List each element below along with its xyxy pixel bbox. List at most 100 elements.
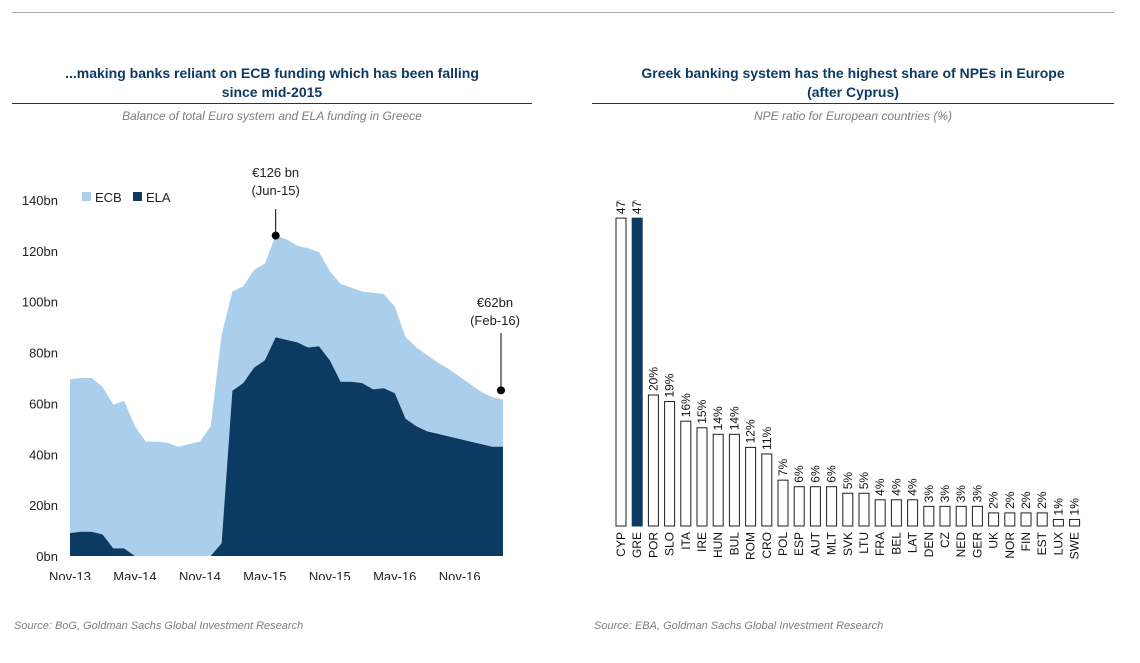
bar-est [1036,512,1048,527]
y-tick-label: 140bn [22,193,58,208]
legend-swatch-ela [133,192,142,201]
category-label: ESP [792,532,806,556]
bar-ita [680,420,692,527]
category-label: LUX [1051,532,1065,555]
bar-ire [696,427,708,527]
category-label: SWE [1068,532,1082,559]
bar-slo [664,401,676,527]
bar-uk [988,512,1000,527]
category-label: CZ [938,532,952,548]
bar-value-label: 2% [1019,491,1033,509]
bar-value-label: 4% [873,478,887,496]
legend-label-ecb: ECB [95,190,122,205]
bar-value-label: 6% [825,465,839,483]
category-label: POR [646,532,660,558]
bar-value-label: 3% [954,485,968,503]
bar-value-label: 1% [1068,498,1082,516]
left-chart-subtitle: Balance of total Euro system and ELA fun… [122,109,422,123]
left-title-line1: ...making banks reliant on ECB funding w… [65,65,479,81]
right-title-line2: (after Cyprus) [807,84,899,100]
category-label: GRE [630,532,644,558]
right-title-rule [592,103,1114,104]
right-title-line1: Greek banking system has the highest sha… [641,65,1065,81]
bar-nor [1004,512,1016,527]
x-tick-label: Nov-14 [179,569,221,580]
annotation-peak-marker [271,231,280,240]
bar-value-label: 19% [663,373,677,397]
bar-fra [874,499,886,527]
category-label: NED [954,532,968,558]
category-label: POL [776,532,790,556]
bar-value-label: 5% [841,472,855,490]
annotation-latest-date: (Feb-16) [470,313,520,328]
category-label: IRE [695,532,709,552]
category-label: FIN [1019,532,1033,551]
category-label: SVK [841,532,855,556]
legend-label-ela: ELA [146,190,171,205]
bar-chart: 47% CYP 47% GRE 20% POR 19% SLO 16% ITA 15% IRE 14% H… [614,200,1082,560]
annotation-peak-value: €126 bn [252,165,299,180]
bar-cro [761,453,773,527]
annotation-latest-marker [497,386,505,395]
top-divider [12,12,1114,13]
category-label: NOR [1003,532,1017,559]
bar-value-label: 3% [970,485,984,503]
x-tick-label: May-15 [243,569,286,580]
x-tick-label: May-14 [113,569,156,580]
ela-area [70,337,503,556]
right-source-note: Source: EBA, Goldman Sachs Global Invest… [594,620,884,632]
category-label: ROM [744,532,758,560]
left-title-rule [12,103,532,104]
category-label: DEN [922,532,936,557]
bar-lat [907,499,919,527]
category-label: GER [970,532,984,558]
bar-bul [728,433,740,527]
bar-value-label: 6% [792,465,806,483]
y-tick-label: 0bn [36,549,58,564]
bar-cz [939,505,951,527]
bar-bel [890,499,902,527]
left-source-note: Source: BoG, Goldman Sachs Global Invest… [14,620,304,632]
bar-value-label: 4% [889,478,903,496]
bar-value-label: 47% [614,200,628,214]
y-tick-label: 60bn [29,396,58,411]
bar-value-label: 3% [938,485,952,503]
y-tick-label: 80bn [29,346,58,361]
right-chart-title: Greek banking system has the highest sha… [592,64,1114,102]
left-title-line2: since mid-2015 [221,84,323,100]
bar-pol [777,479,789,527]
bar-cyp [615,217,627,527]
category-label: ITA [679,532,693,550]
bar-value-label: 12% [744,419,758,443]
category-label: BEL [889,532,903,555]
y-tick-label: 40bn [29,447,58,462]
bar-fin [1020,512,1032,527]
bar-value-label: 16% [679,393,693,417]
bar-value-label: 2% [987,491,1001,509]
bar-value-label: 1% [1051,498,1065,516]
bar-den [923,505,935,527]
left-chart-title: ...making banks reliant on ECB funding w… [12,64,532,102]
bar-value-label: 11% [760,426,774,449]
bar-aut [809,486,821,527]
category-label: FRA [873,532,887,556]
bar-value-label: 2% [1003,491,1017,509]
bar-esp [793,486,805,527]
bar-value-label: 14% [711,406,725,430]
bar-swe [1069,518,1081,527]
bar-value-label: 14% [727,406,741,430]
bar-ned [955,505,967,527]
bar-svk [842,492,854,527]
x-tick-label: Nov-15 [309,569,351,580]
ecb-area [70,235,503,556]
category-label: UK [987,532,1001,549]
x-tick-label: Nov-16 [439,569,481,580]
bar-rom [745,446,757,527]
bar-value-label: 15% [695,399,709,423]
bar-hun [712,433,724,527]
x-tick-label: Nov-13 [49,569,91,580]
right-chart-subtitle: NPE ratio for European countries (%) [753,109,953,123]
bar-value-label: 4% [906,478,920,496]
category-label: AUT [808,531,822,556]
